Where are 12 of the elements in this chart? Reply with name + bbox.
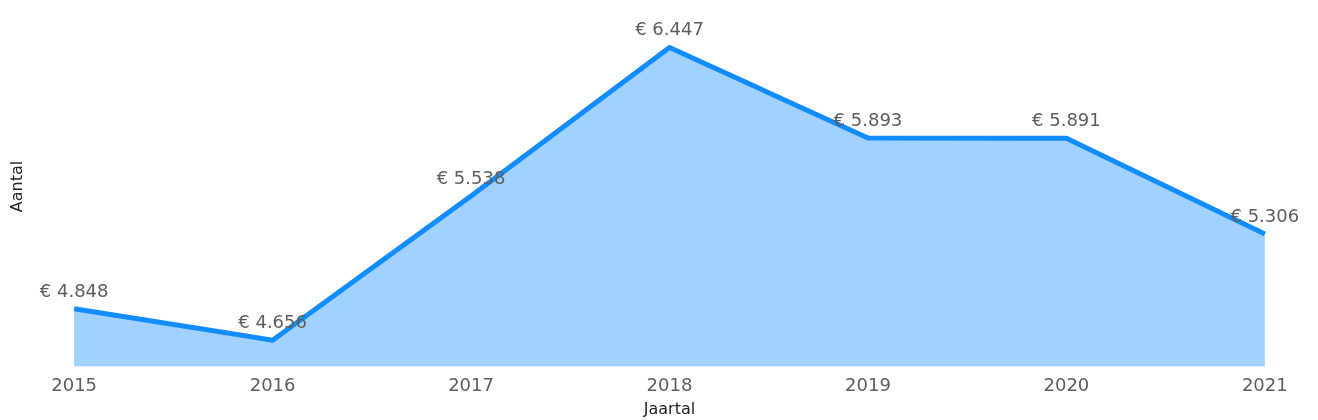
x-tick-label: 2020 <box>1043 373 1090 395</box>
x-tick-label: 2018 <box>646 373 693 395</box>
x-tick-label: 2019 <box>845 373 891 395</box>
data-label: € 6.447 <box>635 18 704 40</box>
x-tick-label: 2017 <box>448 373 494 395</box>
data-label: € 5.891 <box>1032 109 1101 131</box>
x-tick-label: 2015 <box>51 373 98 395</box>
x-tick-label: 2021 <box>1241 373 1288 395</box>
x-tick-label: 2016 <box>249 373 296 395</box>
data-label: € 4.848 <box>39 279 109 301</box>
x-axis-title: Jaartal <box>642 398 696 418</box>
y-axis-title: Aantal <box>6 160 26 213</box>
